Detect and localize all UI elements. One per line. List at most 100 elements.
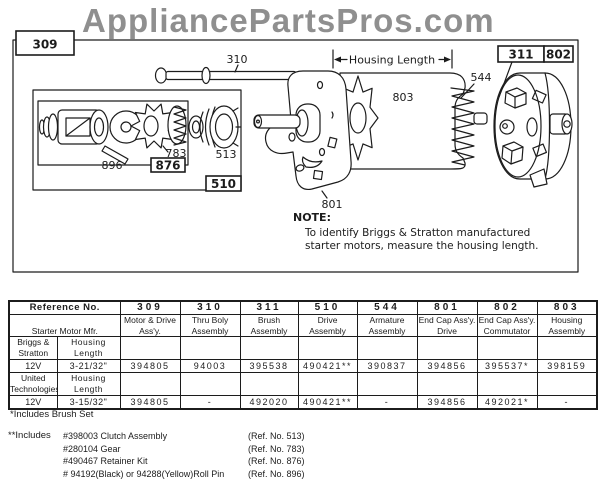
callout-802-label: 802 <box>546 48 571 62</box>
includes-ref: (Ref. No. 876) <box>248 456 305 466</box>
includes-ref: (Ref. No. 783) <box>248 443 305 454</box>
gear-shape <box>130 103 178 149</box>
callout-510-label: 510 <box>211 177 236 191</box>
spec-cell: Housing Length <box>56 372 121 396</box>
value-cell: - <box>536 395 598 410</box>
ref-col-544: 544 <box>356 300 418 315</box>
commutator-end-cap-illustration: 311 802 <box>493 45 574 188</box>
value-cell <box>119 372 181 396</box>
drive-end-cap-illustration: 801 <box>253 70 352 211</box>
ref-col-802: 802 <box>476 300 538 315</box>
part-label-801: 801 <box>322 198 343 211</box>
value-cell <box>476 372 538 396</box>
includes-item: #398003 Clutch Assembly (Ref. No. 513) <box>63 430 305 443</box>
col-name-544: Armature Assembly <box>356 314 418 337</box>
note-title: NOTE: <box>293 211 331 224</box>
value-cell: 394805 <box>119 395 181 410</box>
mfr-cell: Briggs & Stratton <box>8 336 58 360</box>
part-label-310: 310 <box>227 53 248 66</box>
col-name-803: Housing Assembly <box>536 314 598 337</box>
spec-cell: 3-15/32" <box>56 395 121 410</box>
note-line-1: To identify Briggs & Stratton manufactur… <box>304 227 530 239</box>
ref-col-310: 310 <box>179 300 241 315</box>
roll-pin-shape <box>101 145 129 165</box>
ref-col-803: 803 <box>536 300 598 315</box>
includes-label: **Includes <box>8 430 51 441</box>
housing-length-label: Housing Length <box>349 54 435 67</box>
callout-311-label: 311 <box>508 48 533 62</box>
value-cell: 395537* <box>476 359 538 373</box>
value-cell: - <box>179 395 241 410</box>
part-label-544: 544 <box>471 71 492 84</box>
ref-col-309: 309 <box>119 300 181 315</box>
value-cell <box>239 336 299 360</box>
callout-876-label: 876 <box>155 159 180 173</box>
value-cell: 394856 <box>416 359 478 373</box>
includes-ref: (Ref. No. 513) <box>248 431 305 441</box>
value-cell <box>297 336 358 360</box>
callout-box-876 <box>150 157 186 173</box>
value-cell: 492020 <box>239 395 299 410</box>
value-cell <box>536 336 598 360</box>
table-row: 12V 3-15/32" 394805 - 492020 490421** - … <box>8 395 598 410</box>
col-name-510: Drive Assembly <box>297 314 358 337</box>
mfr-cell: United Technologies <box>8 372 58 396</box>
includes-part: #398003 Clutch Assembly <box>63 431 168 441</box>
value-cell: 390837 <box>356 359 418 373</box>
includes-item: # 94192(Black) or 94288(Yellow)Roll Pin … <box>63 468 305 481</box>
value-cell: 490421** <box>297 395 358 410</box>
col-name-311: Brush Assembly <box>239 314 299 337</box>
parts-reference-table: Reference No. 309 310 311 510 544 801 80… <box>8 300 599 410</box>
note-block: NOTE: To identify Briggs & Stratton manu… <box>293 211 539 252</box>
ref-col-311: 311 <box>239 300 299 315</box>
value-cell: 398159 <box>536 359 598 373</box>
includes-items: #398003 Clutch Assembly (Ref. No. 513) #… <box>63 430 305 480</box>
mfr-cell: 12V <box>8 395 58 410</box>
mfr-cell: 12V <box>8 359 58 373</box>
value-cell: 394805 <box>119 359 181 373</box>
part-label-803: 803 <box>393 91 414 104</box>
value-cell: 395538 <box>239 359 299 373</box>
exploded-parts-diagram: 309 310 896 <box>12 30 579 273</box>
ref-col-801: 801 <box>416 300 478 315</box>
value-cell: - <box>356 395 418 410</box>
armature-label: 544 <box>460 71 492 99</box>
value-cell <box>297 372 358 396</box>
value-cell <box>179 372 241 396</box>
brush-set-footnote: *Includes Brush Set <box>10 409 94 420</box>
housing-length-dimension: Housing Length <box>332 49 453 69</box>
spec-cell: Housing Length <box>56 336 121 360</box>
includes-part: #280104 Gear <box>63 443 121 454</box>
reference-no-header: Reference No. <box>8 300 121 315</box>
includes-item: #490467 Retainer Kit (Ref. No. 876) <box>63 455 305 468</box>
callout-box-802 <box>543 45 574 63</box>
value-cell <box>356 372 418 396</box>
value-cell <box>179 336 241 360</box>
col-name-309: Motor & Drive Ass'y. <box>119 314 181 337</box>
includes-part: # 94192(Black) or 94288(Yellow)Roll Pin <box>63 468 225 479</box>
includes-part: #490467 Retainer Kit <box>63 456 148 466</box>
part-label-896: 896 <box>102 159 123 172</box>
value-cell <box>536 372 598 396</box>
value-cell <box>356 336 418 360</box>
drive-assembly-illustration: 896 783 876 513 510 <box>32 89 242 192</box>
col-name-802: End Cap Ass'y. Commutator <box>476 314 538 337</box>
col-name-801: End Cap Ass'y. Drive <box>416 314 478 337</box>
note-line-2: starter motors, measure the housing leng… <box>305 240 539 252</box>
value-cell: 490421** <box>297 359 358 373</box>
column-name-row: Starter Motor Mfr. Motor & Drive Ass'y. … <box>8 314 598 337</box>
includes-item: #280104 Gear (Ref. No. 783) <box>63 443 305 456</box>
value-cell: 94003 <box>179 359 241 373</box>
col-name-310: Thru Boly Assembly <box>179 314 241 337</box>
table-row: 12V 3-21/32" 394805 94003 395538 490421*… <box>8 359 598 373</box>
callout-box-510 <box>205 175 242 192</box>
includes-footnote: **Includes #398003 Clutch Assembly (Ref.… <box>8 430 305 480</box>
reference-number-row: Reference No. 309 310 311 510 544 801 80… <box>8 300 598 315</box>
ref-col-510: 510 <box>297 300 358 315</box>
table-row: United Technologies Housing Length <box>8 372 598 396</box>
motor-housing-illustration: 803 <box>337 72 488 170</box>
value-cell <box>119 336 181 360</box>
part-label-783: 783 <box>166 147 187 160</box>
value-cell: 394856 <box>416 395 478 410</box>
